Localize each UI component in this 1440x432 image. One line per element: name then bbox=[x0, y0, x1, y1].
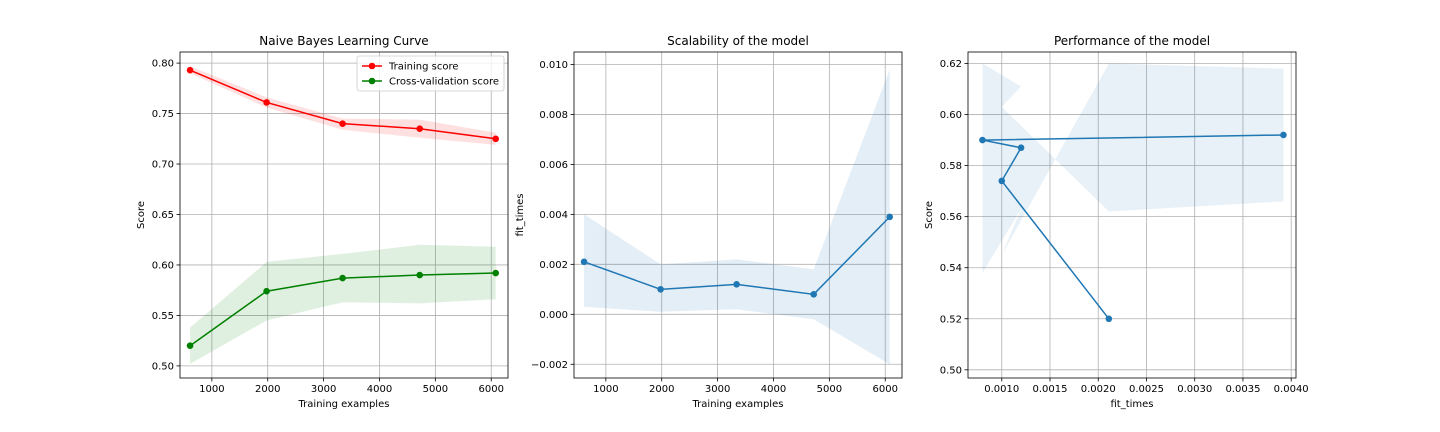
legend-label: Training score bbox=[388, 62, 459, 73]
y-tick-label: 0.58 bbox=[940, 161, 962, 172]
x-tick-label: 0.0025 bbox=[1129, 384, 1164, 395]
chart-panel-3: 0.0010 0.0015 0.0020 0.0025 0.0030 0.0035 0.00… bbox=[924, 34, 1309, 410]
y-tick-label: 0.50 bbox=[940, 365, 962, 376]
x-tick-label: 3000 bbox=[311, 384, 336, 395]
data-point bbox=[339, 120, 346, 127]
data-point bbox=[886, 213, 894, 221]
data-point bbox=[263, 287, 270, 295]
x-tick-label: 0.0015 bbox=[1033, 384, 1068, 395]
data-point bbox=[810, 291, 818, 298]
data-point bbox=[263, 99, 270, 106]
data-point bbox=[733, 281, 740, 288]
legend-marker bbox=[368, 77, 376, 85]
legend-frame bbox=[356, 55, 505, 92]
x-tick-label: 2000 bbox=[255, 384, 280, 395]
data-point bbox=[339, 274, 346, 282]
data-point bbox=[416, 125, 424, 133]
data-point bbox=[1280, 131, 1287, 139]
x-axis-label: Training examples bbox=[298, 399, 390, 410]
legend-marker bbox=[368, 62, 376, 70]
y-tick-label: 0.006 bbox=[539, 160, 568, 171]
y-tick-label: 0.000 bbox=[539, 310, 568, 321]
confidence-band bbox=[190, 66, 496, 145]
y-tick-label: 0.55 bbox=[152, 311, 174, 322]
y-tick-label: 0.62 bbox=[940, 59, 962, 70]
x-tick-label: 1000 bbox=[199, 384, 224, 395]
chart-title: Scalability of the model bbox=[667, 34, 809, 48]
x-tick-label: 0.0010 bbox=[984, 384, 1019, 395]
y-tick-label: 0.002 bbox=[539, 260, 568, 271]
y-tick-label: 0.80 bbox=[152, 59, 174, 70]
confidence-band bbox=[584, 69, 890, 365]
x-tick-label: 5000 bbox=[817, 384, 842, 395]
x-tick-label: 0.0020 bbox=[1081, 384, 1116, 395]
x-tick-label: 2000 bbox=[649, 384, 674, 395]
y-tick-label: 0.54 bbox=[940, 263, 962, 274]
x-tick-label: 0.0040 bbox=[1274, 384, 1309, 395]
y-axis-label: fit_times bbox=[515, 193, 526, 236]
y-tick-label: 0.56 bbox=[940, 212, 962, 223]
data-point bbox=[416, 271, 424, 279]
y-tick-label: 0.010 bbox=[539, 60, 568, 71]
x-tick-label: 3000 bbox=[705, 384, 730, 395]
data-point bbox=[186, 66, 194, 74]
y-tick-label: 0.65 bbox=[152, 210, 174, 221]
data-point bbox=[998, 177, 1006, 185]
plot-area bbox=[186, 66, 500, 364]
plot-area bbox=[580, 69, 894, 365]
y-tick-label: 0.60 bbox=[940, 110, 962, 121]
x-axis-label: Training examples bbox=[692, 399, 784, 410]
y-axis-label: Score bbox=[136, 201, 147, 229]
chart-title: Performance of the model bbox=[1054, 34, 1210, 48]
data-point bbox=[492, 135, 500, 143]
x-tick-label: 6000 bbox=[873, 384, 898, 395]
data-point bbox=[979, 136, 986, 144]
axes-frame bbox=[573, 51, 903, 379]
axes-frame bbox=[179, 51, 509, 379]
confidence-band bbox=[982, 63, 1284, 273]
x-tick-label: 1000 bbox=[593, 384, 618, 395]
y-tick-label: 0.70 bbox=[152, 160, 174, 171]
y-tick-label: 0.75 bbox=[152, 109, 174, 120]
x-tick-label: 0.0035 bbox=[1225, 384, 1260, 395]
data-point bbox=[492, 269, 500, 277]
y-axis-label: Score bbox=[924, 201, 935, 229]
chart-panel-2: 1000 2000 3000 4000 5000 6000 −0.002 0.000 0.002… bbox=[515, 34, 903, 410]
legend: Training score Cross-validation score bbox=[356, 55, 505, 92]
y-tick-label: 0.60 bbox=[152, 260, 174, 271]
x-tick-label: 5000 bbox=[423, 384, 448, 395]
legend-label: Cross-validation score bbox=[389, 77, 499, 88]
y-tick-label: 0.004 bbox=[539, 210, 568, 221]
data-point bbox=[657, 286, 664, 293]
y-tick-label: 0.008 bbox=[539, 110, 568, 121]
y-tick-label: 0.50 bbox=[152, 361, 174, 372]
chart-panel-1: 1000 2000 3000 4000 5000 6000 0.50 0.55 0.60 0.65… bbox=[136, 34, 509, 410]
data-point bbox=[580, 258, 588, 266]
data-point bbox=[1017, 144, 1025, 152]
y-tick-label: 0.52 bbox=[940, 314, 962, 325]
data-point bbox=[1105, 315, 1113, 323]
x-tick-label: 6000 bbox=[479, 384, 504, 395]
chart-title: Naive Bayes Learning Curve bbox=[259, 34, 428, 48]
axes-frame bbox=[967, 51, 1297, 379]
confidence-band bbox=[190, 244, 496, 364]
x-tick-label: 4000 bbox=[761, 384, 786, 395]
x-tick-label: 0.0030 bbox=[1177, 384, 1212, 395]
y-tick-label: −0.002 bbox=[531, 360, 568, 371]
plot-area bbox=[979, 63, 1287, 323]
data-point bbox=[186, 342, 194, 350]
x-axis-label: fit_times bbox=[1110, 399, 1153, 410]
x-tick-label: 4000 bbox=[367, 384, 392, 395]
